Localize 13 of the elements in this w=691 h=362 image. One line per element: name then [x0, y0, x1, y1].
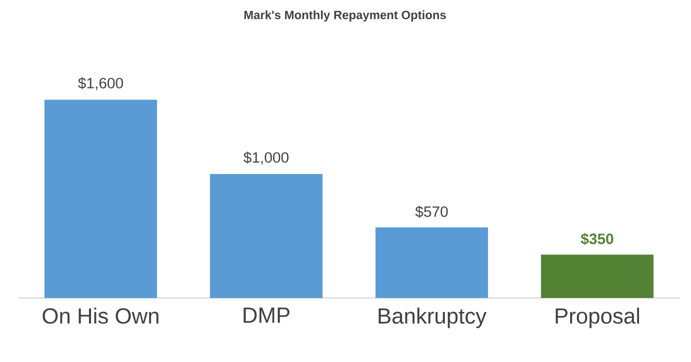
x-tick-label: On His Own: [42, 308, 158, 324]
bar: [375, 227, 488, 298]
x-tick-label: Bankruptcy: [378, 308, 487, 328]
bar: [210, 174, 323, 298]
bar: [540, 254, 654, 298]
chart-title: Mark's Monthly Repayment Options: [244, 10, 446, 22]
x-tick-label: DMP: [244, 308, 290, 323]
data-label: $1,000: [244, 152, 289, 165]
x-tick-label: Proposal: [556, 308, 640, 328]
data-label: $570: [415, 206, 448, 218]
bar: [44, 100, 158, 298]
data-label: $1,600: [78, 77, 124, 90]
data-label: $350: [580, 232, 614, 246]
